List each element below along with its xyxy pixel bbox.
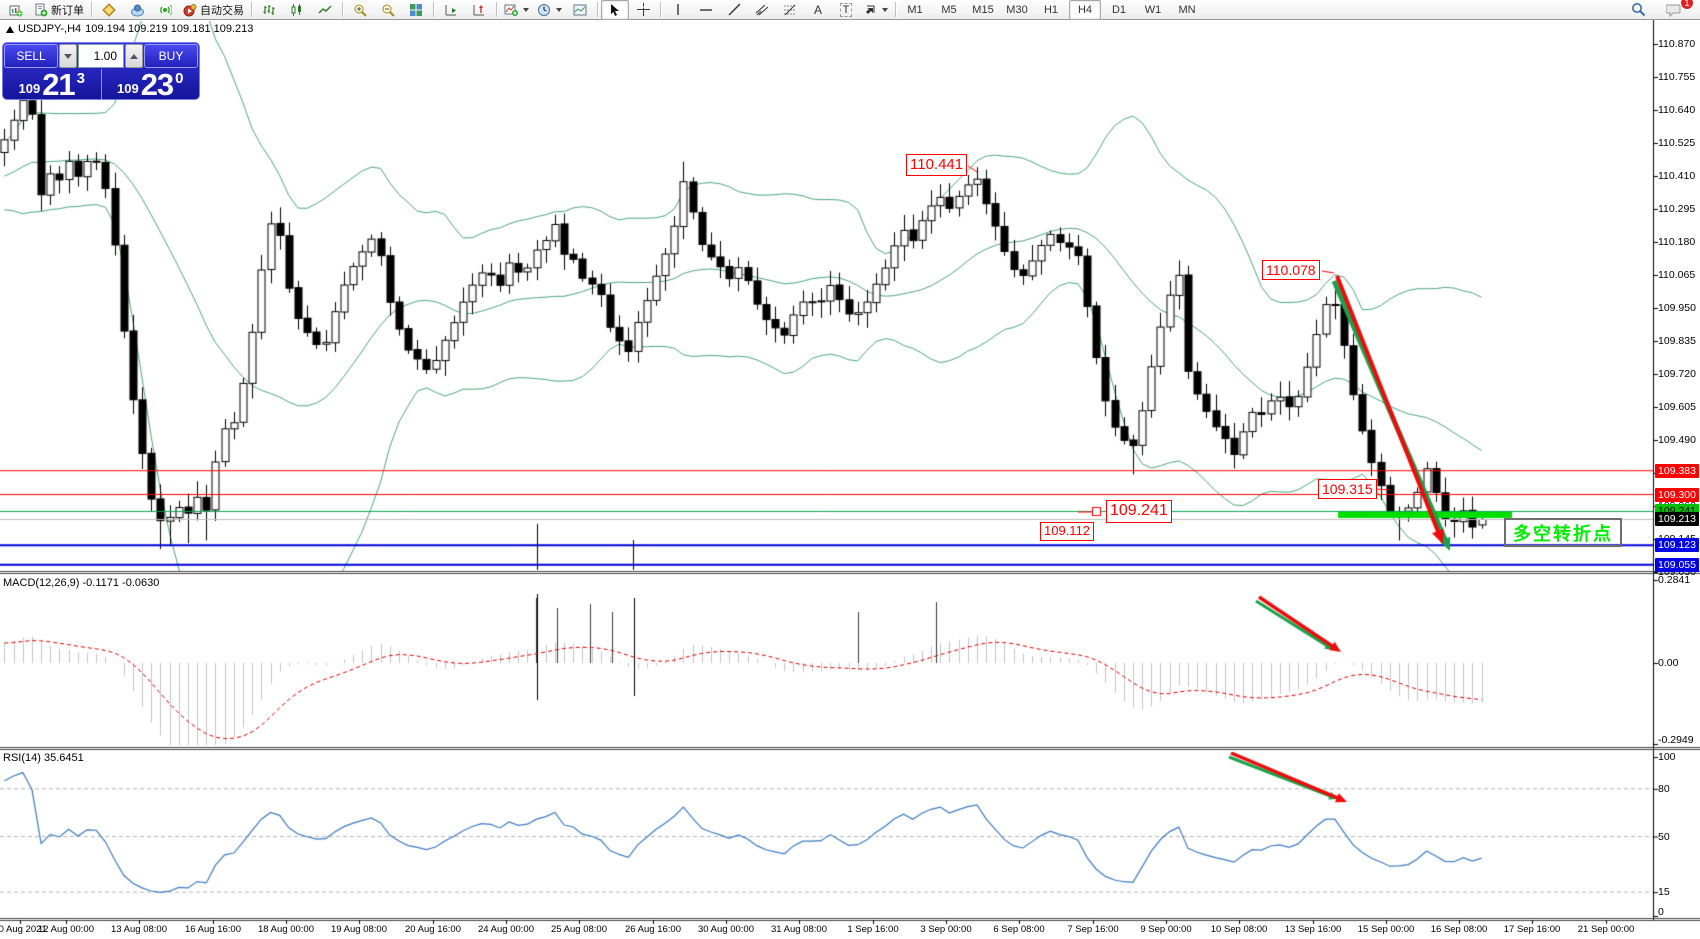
rsi-label: RSI(14) 35.6451 — [3, 752, 84, 764]
new-order-label: 新订单 — [51, 4, 84, 17]
periods-icon[interactable] — [533, 0, 566, 20]
indicators-icon[interactable] — [500, 0, 533, 20]
new-chart-icon[interactable] — [2, 0, 30, 20]
sell-price-button[interactable]: 109 21 3 — [3, 69, 102, 101]
timeframe-w1[interactable]: W1 — [1144, 3, 1162, 16]
text-tool[interactable]: A — [804, 0, 832, 20]
toolbar-separator — [91, 2, 92, 17]
buy-button[interactable]: BUY — [144, 44, 198, 68]
toolbar-separator — [496, 2, 497, 17]
timeframe-m30[interactable]: M30 — [1006, 3, 1028, 16]
timeframe-h1[interactable]: H1 — [1043, 3, 1059, 16]
chat-icon[interactable]: 1 — [1660, 0, 1694, 20]
label-tool-glyph: T — [839, 2, 853, 17]
one-click-trading-panel: SELL BUY 109 21 3 109 23 0 — [2, 42, 200, 101]
equidistant-channel-tool[interactable] — [748, 0, 776, 20]
toolbar-separator — [597, 2, 598, 17]
trendline-tool[interactable] — [720, 0, 748, 20]
volume-decrease-button[interactable] — [59, 44, 77, 68]
sell-button[interactable]: SELL — [4, 44, 58, 68]
search-icon[interactable] — [1624, 0, 1652, 20]
crosshair-tool[interactable] — [629, 0, 657, 20]
buy-price-sup: 0 — [175, 70, 184, 87]
toolbar-separator — [251, 2, 252, 17]
candlestick-chart-icon[interactable] — [283, 0, 311, 20]
auto-scroll-icon[interactable] — [465, 0, 493, 20]
zoom-out-icon[interactable] — [374, 0, 402, 20]
templates-icon[interactable] — [566, 0, 594, 20]
tile-windows-icon[interactable] — [402, 0, 430, 20]
timeframe-m15[interactable]: M15 — [972, 3, 994, 16]
sell-price-prefix: 109 — [18, 81, 41, 96]
fibonacci-tool[interactable] — [776, 0, 804, 20]
autotrading-label: 自动交易 — [200, 4, 244, 17]
timeframe-m1[interactable]: M1 — [907, 3, 923, 16]
chart-marker-icon — [6, 25, 14, 33]
timeframe-d1[interactable]: D1 — [1111, 3, 1127, 16]
toolbar-separator — [342, 2, 343, 17]
cursor-tool[interactable] — [601, 0, 629, 20]
sell-price-big: 21 — [42, 67, 75, 102]
notification-badge: 1 — [1680, 0, 1694, 10]
text-label-tool[interactable]: T — [832, 0, 860, 20]
market-icon[interactable] — [95, 0, 123, 20]
toolbar-separator — [433, 2, 434, 17]
bar-chart-icon[interactable] — [255, 0, 283, 20]
turning-point-callout[interactable]: 多空转折点 — [1504, 518, 1622, 547]
toolbar-separator — [895, 2, 896, 17]
zoom-in-icon[interactable] — [346, 0, 374, 20]
autotrading-button[interactable]: 自动交易 — [179, 0, 248, 20]
timeframe-m5[interactable]: M5 — [941, 3, 957, 16]
chart-symbol-period: USDJPY-,H4 — [18, 23, 82, 35]
vertical-line-tool[interactable] — [664, 0, 692, 20]
buy-price-button[interactable]: 109 23 0 — [102, 69, 200, 101]
arrows-tool[interactable] — [860, 0, 892, 20]
volume-input[interactable] — [78, 44, 124, 68]
timeframe-group: M1 M5 M15 M30 H1 H4 D1 W1 MN — [899, 0, 1203, 20]
toolbar-separator — [660, 2, 661, 17]
macd-label: MACD(12,26,9) -0.1171 -0.0630 — [3, 577, 160, 589]
community-icon[interactable] — [123, 0, 151, 20]
volume-increase-button[interactable] — [125, 44, 143, 68]
horizontal-line-tool[interactable] — [692, 0, 720, 20]
chart-shift-icon[interactable] — [437, 0, 465, 20]
signals-icon[interactable] — [151, 0, 179, 20]
sell-price-sup: 3 — [76, 70, 86, 87]
main-toolbar: 新订单 自动交易 — [0, 0, 1700, 20]
line-chart-icon[interactable] — [311, 0, 339, 20]
text-tool-glyph: A — [813, 2, 822, 17]
buy-price-big: 23 — [140, 67, 174, 102]
turning-point-text: 多空转折点 — [1513, 523, 1613, 544]
timeframe-h4[interactable]: H4 — [1069, 0, 1101, 20]
new-order-button[interactable]: 新订单 — [30, 0, 88, 20]
chart-title: USDJPY-,H4 109.194 109.219 109.181 109.2… — [6, 23, 253, 35]
buy-price-prefix: 109 — [116, 81, 139, 96]
timeframe-mn[interactable]: MN — [1178, 3, 1196, 16]
chart-ohlc-values: 109.194 109.219 109.181 109.213 — [85, 23, 254, 35]
